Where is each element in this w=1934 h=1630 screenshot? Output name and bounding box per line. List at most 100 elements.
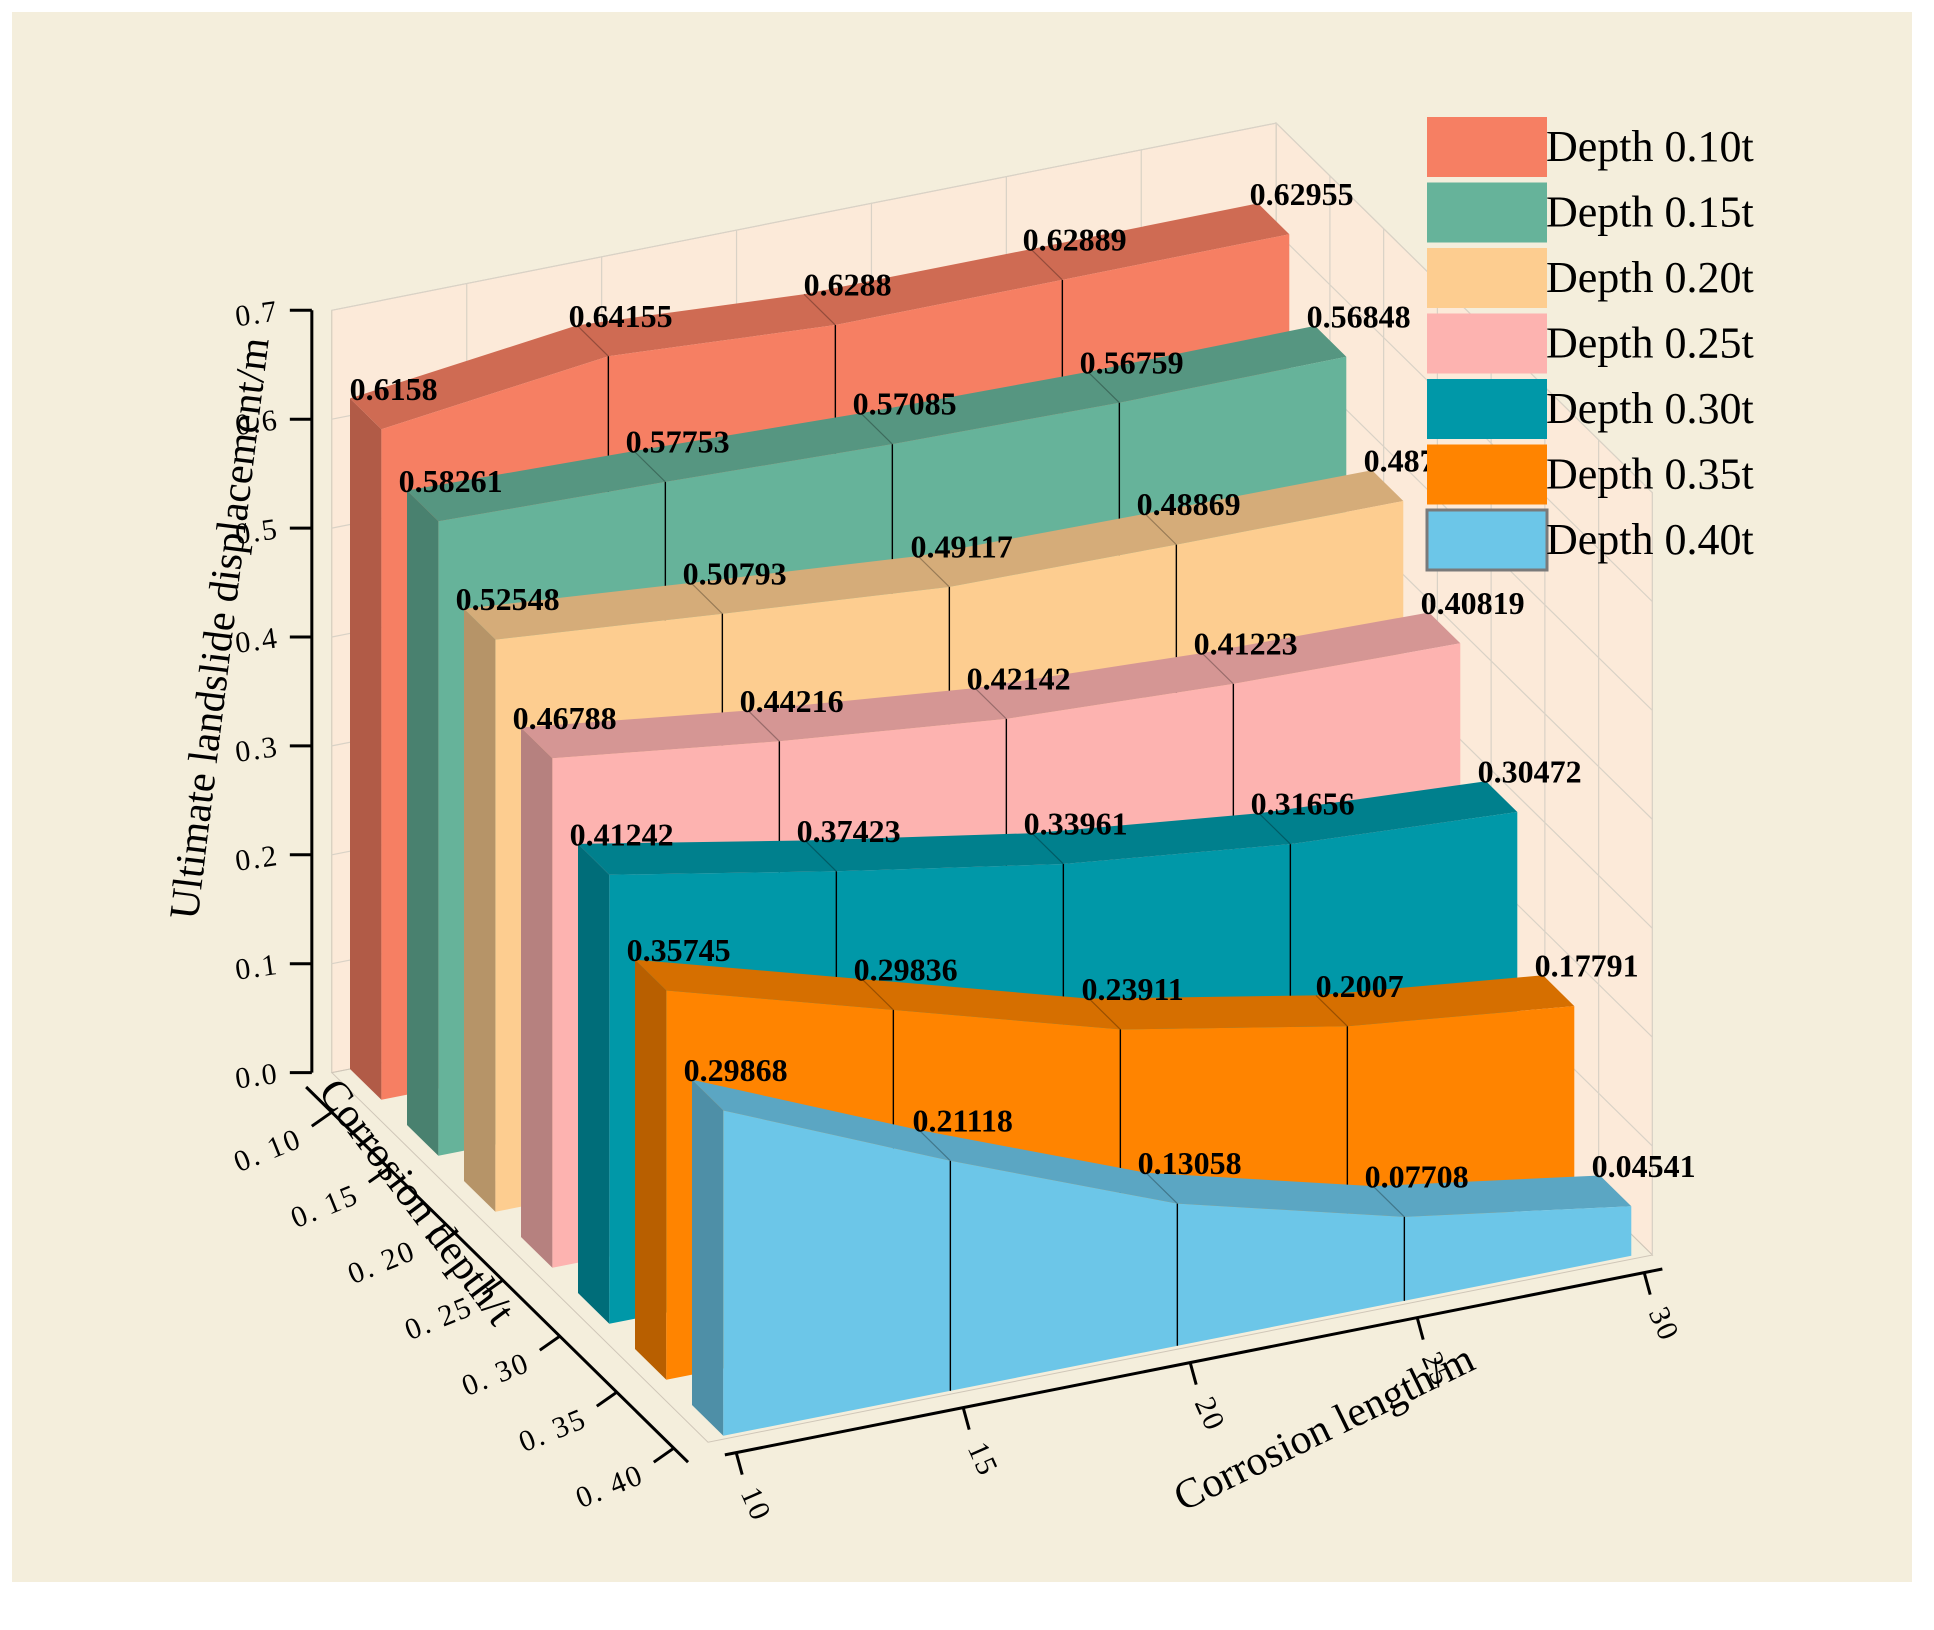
wall-divider — [803, 293, 836, 326]
z-tick-label: 0.4 — [233, 621, 281, 660]
wall-side-face — [350, 398, 382, 1100]
legend-label: Depth 0.35t — [1546, 450, 1754, 499]
data-label: 0.52548 — [456, 581, 560, 617]
legend-item-3: Depth 0.20t — [1427, 248, 1754, 308]
wall-divider — [747, 710, 780, 742]
z-tick-label: 0.0 — [233, 1057, 281, 1096]
wall-divider — [860, 412, 893, 445]
data-label: 0.57753 — [626, 423, 730, 459]
legend-item-4: Depth 0.25t — [1427, 313, 1754, 374]
data-label: 0.42142 — [967, 660, 1071, 696]
wall-divider — [1031, 832, 1064, 865]
data-label: 0.58261 — [399, 463, 503, 499]
x-axis-tick — [1415, 1317, 1425, 1340]
legend-label: Depth 0.20t — [1546, 253, 1754, 302]
data-label: 0.46788 — [513, 700, 617, 736]
data-label: 0.44216 — [740, 683, 844, 719]
z-tick-label: 0.7 — [233, 295, 281, 334]
legend-swatch — [1427, 379, 1547, 439]
wall-divider — [1315, 995, 1348, 1027]
legend-item-7: Depth 0.40t — [1425, 508, 1754, 572]
wall-side-face — [578, 843, 610, 1324]
legend-label: Depth 0.10t — [1546, 122, 1754, 171]
data-label: 0.50793 — [683, 555, 787, 591]
wall-top-face — [635, 959, 1575, 1030]
data-label: 0.35745 — [627, 932, 731, 968]
y-axis-line — [305, 1085, 690, 1464]
data-label: 0.62955 — [1250, 176, 1354, 212]
data-label: 0.41223 — [1194, 625, 1298, 661]
legend-item-5: Depth 0.30t — [1427, 379, 1754, 439]
legend-label: Depth 0.30t — [1546, 384, 1754, 433]
legend-swatch — [1427, 444, 1547, 505]
y-axis-tick — [424, 1222, 447, 1240]
wall-divider — [690, 582, 723, 615]
data-label: 0.31656 — [1251, 786, 1355, 822]
wall-divider — [1030, 248, 1063, 281]
legend-item-1: Depth 0.10t — [1427, 117, 1754, 177]
legend-label: Depth 0.40t — [1546, 515, 1754, 564]
wall-divider — [861, 978, 894, 1011]
legend-label: Depth 0.15t — [1546, 188, 1754, 237]
wall-top-face — [692, 1079, 1632, 1217]
y-axis-tick — [310, 1110, 333, 1128]
x-axis-tick — [734, 1452, 744, 1475]
legend-label: Depth 0.25t — [1546, 319, 1754, 368]
data-label: 0.6288 — [804, 267, 892, 303]
data-label: 0.04541 — [1592, 1148, 1696, 1184]
x-axis-tick — [1188, 1362, 1198, 1385]
z-tick-label: 0.1 — [233, 948, 281, 987]
data-label: 0.37423 — [797, 813, 901, 849]
wall-divider — [918, 1129, 951, 1162]
x-axis-line — [724, 1267, 1663, 1457]
wall-divider — [1087, 371, 1120, 404]
z-tick-label: 0.5 — [233, 512, 281, 551]
data-label: 0.56759 — [1080, 344, 1184, 380]
data-label: 0.40819 — [1421, 585, 1525, 621]
data-label: 0.21118 — [912, 1102, 1012, 1138]
wall-divider — [974, 687, 1007, 720]
data-label: 0.56848 — [1307, 298, 1411, 334]
wall-divider — [1088, 998, 1121, 1030]
data-label: 0.30472 — [1478, 754, 1582, 790]
chart-data-labels: 0.6158 0.64155 0.6288 0.62889 0.62955 0.58261… — [350, 176, 1696, 1195]
wall-divider — [576, 324, 609, 357]
chart-series — [350, 203, 1632, 1436]
data-label: 0.41242 — [570, 816, 674, 852]
data-label: 0.29868 — [684, 1052, 788, 1088]
data-label: 0.33961 — [1024, 806, 1128, 842]
z-tick-label: 0.6 — [233, 403, 281, 442]
data-label: 0.62889 — [1023, 222, 1127, 258]
legend-swatch — [1427, 117, 1547, 177]
chart-legend: Depth 0.10t Depth 0.15t Depth 0.20t Depth 0… — [1425, 117, 1754, 572]
wall-top-face — [578, 781, 1518, 875]
data-label: 0.29836 — [854, 951, 958, 987]
y-axis-tick — [367, 1166, 390, 1184]
legend-swatch — [1427, 248, 1547, 308]
wall-top-face — [464, 470, 1404, 640]
y-axis-tick — [652, 1446, 675, 1464]
wall-side-face — [635, 959, 667, 1380]
y-axis-tick — [481, 1278, 504, 1296]
wall-side-face — [464, 608, 496, 1212]
legend-swatch — [1427, 313, 1547, 374]
wall-divider — [1372, 1185, 1405, 1218]
wall-divider — [1145, 1172, 1178, 1205]
wall-side-face — [692, 1079, 724, 1436]
wall-divider — [1144, 513, 1177, 546]
legend-swatch — [1425, 508, 1549, 572]
data-label: 0.2007 — [1316, 968, 1404, 1004]
legend-swatch — [1427, 182, 1547, 243]
z-tick-label: 0.3 — [233, 730, 281, 769]
wall-divider — [633, 450, 666, 483]
x-axis-tick — [961, 1407, 971, 1430]
wall-side-face — [521, 727, 553, 1268]
wall-top-face — [521, 612, 1461, 759]
data-label: 0.17791 — [1535, 948, 1639, 984]
legend-item-2: Depth 0.15t — [1427, 182, 1754, 243]
series-7 — [692, 1079, 1632, 1436]
data-label: 0.13058 — [1138, 1145, 1242, 1181]
x-axis-tick — [1642, 1272, 1652, 1295]
